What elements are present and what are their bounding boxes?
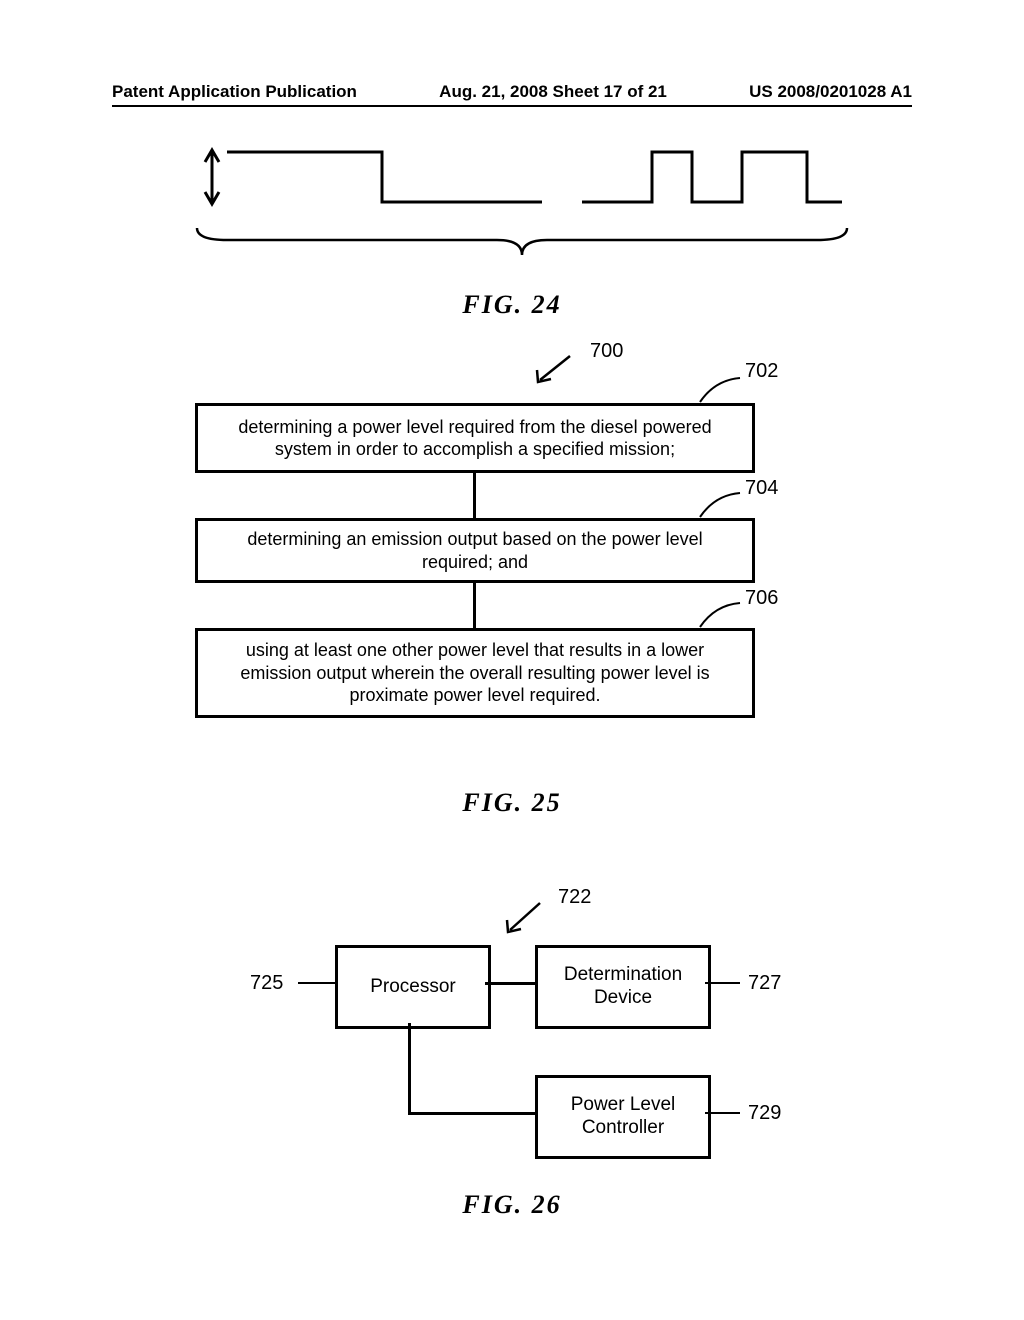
ref-722: 722 (558, 886, 591, 909)
connector-proc-ctrl-v (408, 1023, 411, 1115)
ref-704: 704 (745, 477, 778, 500)
flow-box-704: determining an emission output based on … (195, 518, 755, 583)
fig25-caption: FIG. 25 (0, 788, 1024, 818)
controller-box: Power Level Controller (535, 1075, 711, 1159)
ref-725: 725 (250, 972, 283, 995)
page-header: Patent Application Publication Aug. 21, … (112, 82, 912, 102)
connector-704-706 (473, 583, 476, 628)
processor-label: Processor (370, 976, 456, 999)
header-center: Aug. 21, 2008 Sheet 17 of 21 (439, 82, 667, 102)
leader-725 (298, 982, 335, 984)
fig24-svg (187, 140, 857, 270)
determination-box: Determination Device (535, 945, 711, 1029)
ref700-arrow (525, 348, 585, 388)
processor-box: Processor (335, 945, 491, 1029)
flow-box-702: determining a power level required from … (195, 403, 755, 473)
connector-proc-ctrl-h (408, 1112, 535, 1115)
flow-box-706: using at least one other power level tha… (195, 628, 755, 718)
flow-box-704-text: determining an emission output based on … (218, 528, 732, 573)
fig24-caption: FIG. 24 (0, 290, 1024, 320)
connector-proc-det (485, 982, 535, 985)
ref-729: 729 (748, 1102, 781, 1125)
ref722-arrow (495, 895, 555, 940)
leader-727 (705, 982, 740, 984)
controller-label: Power Level Controller (538, 1094, 708, 1140)
flow-box-706-text: using at least one other power level tha… (218, 639, 732, 707)
ref-702: 702 (745, 360, 778, 383)
ref-706: 706 (745, 587, 778, 610)
patent-page: Patent Application Publication Aug. 21, … (0, 0, 1024, 1320)
fig26-caption: FIG. 26 (0, 1190, 1024, 1220)
header-left: Patent Application Publication (112, 82, 357, 102)
connector-702-704 (473, 473, 476, 518)
flow-box-702-text: determining a power level required from … (218, 416, 732, 461)
header-right: US 2008/0201028 A1 (749, 82, 912, 102)
ref-727: 727 (748, 972, 781, 995)
header-rule (112, 105, 912, 107)
leader-729 (705, 1112, 740, 1114)
ref-700: 700 (590, 340, 623, 363)
determination-label: Determination Device (538, 964, 708, 1010)
